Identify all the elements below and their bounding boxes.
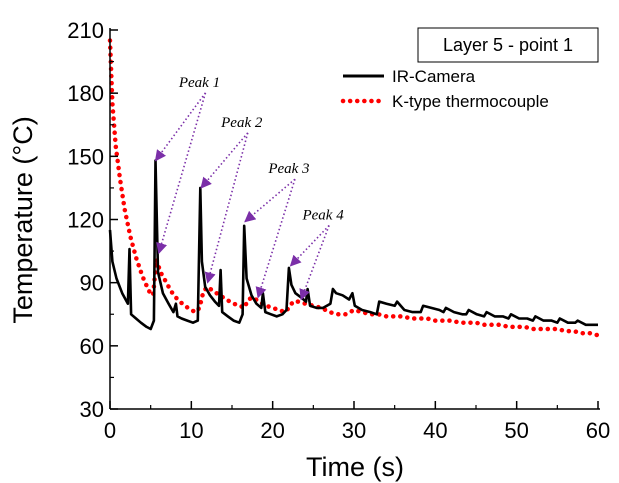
x-tick-label: 50 (504, 418, 528, 443)
x-tick-label: 30 (342, 418, 366, 443)
x-tick-label: 0 (104, 418, 116, 443)
y-tick-label: 90 (80, 271, 104, 296)
y-tick-label: 60 (80, 334, 104, 359)
annotation-arrow (299, 225, 330, 301)
annotation-label: Peak 1 (178, 75, 220, 91)
y-axis-title: Temperature (°C) (8, 116, 38, 323)
annotation-peak-2: Peak 2 (200, 115, 263, 284)
annotation-arrow (204, 132, 249, 284)
annotation-label: Peak 3 (267, 161, 309, 177)
annotation-peak-4: Peak 4 (289, 208, 344, 301)
peak-annotations: Peak 1 Peak 2 Peak 3 Peak 4 (154, 75, 344, 301)
annotation-peak-1: Peak 1 (154, 75, 220, 255)
x-tick-label: 60 (586, 418, 610, 443)
series-line-k-type-thermocouple (107, 38, 601, 338)
y-tick-label: 210 (67, 18, 104, 43)
y-tick-label: 180 (67, 81, 104, 106)
x-tick-label: 40 (423, 418, 447, 443)
annotation-arrow (200, 132, 249, 189)
annotation-arrow (255, 178, 296, 299)
y-tick-label: 30 (80, 397, 104, 422)
x-tick-label: 10 (179, 418, 203, 443)
annotation-arrow (244, 178, 296, 223)
x-tick-label: 20 (260, 418, 284, 443)
annotation-peak-3: Peak 3 (244, 161, 310, 299)
y-tick-label: 120 (67, 208, 104, 233)
annotation-arrow (289, 224, 330, 267)
y-tick-label: 150 (67, 144, 104, 169)
x-axis-title: Time (s) (306, 452, 404, 482)
legend-title-box (417, 27, 599, 63)
legend-label-ir-camera: IR-Camera (392, 67, 476, 86)
annotation-label: Peak 4 (301, 208, 344, 224)
legend-label-thermocouple: K-type thermocouple (392, 92, 549, 111)
legend: Layer 5 - point 1 IR-Camera K-type therm… (340, 27, 599, 111)
annotation-label: Peak 2 (220, 115, 263, 131)
legend-title: Layer 5 - point 1 (443, 35, 573, 55)
axes: 30 60 90 120 150 180 210 0 10 20 30 40 50 60 (67, 18, 610, 443)
